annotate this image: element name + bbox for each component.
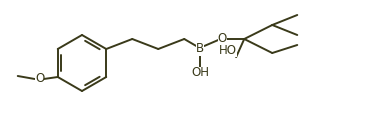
Text: O: O xyxy=(218,32,227,46)
Text: HO: HO xyxy=(219,44,237,57)
Text: OH: OH xyxy=(191,67,209,79)
Text: B: B xyxy=(196,43,204,55)
Text: O: O xyxy=(35,72,44,86)
